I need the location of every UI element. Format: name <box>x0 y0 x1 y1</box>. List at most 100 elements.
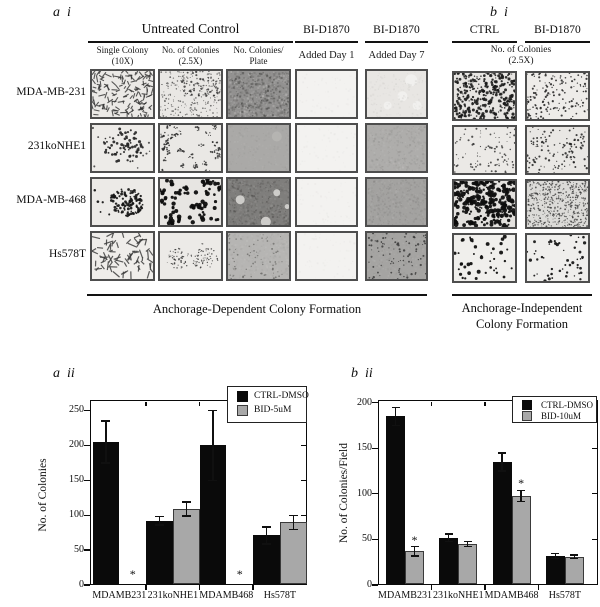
x-boundary-tick-bottom <box>484 585 486 590</box>
bar <box>458 543 478 584</box>
x-boundary-tick-bottom <box>431 585 433 590</box>
micrograph-image <box>297 125 356 171</box>
error-bar <box>448 533 450 542</box>
significance-asterisk: * <box>236 567 243 581</box>
error-bar <box>292 515 294 530</box>
row-label: MDA-MB-231 <box>16 86 86 98</box>
error-bar <box>158 516 161 525</box>
micrograph-image <box>160 125 221 171</box>
error-bar-cap <box>444 540 453 542</box>
micrograph <box>295 123 358 173</box>
error-bar-cap <box>261 543 271 545</box>
y-tick-label: 150 <box>357 442 372 454</box>
bid1870-b-header: BI-D1870 <box>534 24 581 36</box>
micrograph-image <box>160 233 221 279</box>
micrograph-image <box>527 181 588 227</box>
error-bar-cap <box>410 555 419 557</box>
micrograph-image <box>228 71 289 117</box>
error-bar-cap <box>498 452 507 454</box>
micrograph-image <box>367 125 426 171</box>
micrograph-image <box>297 233 356 279</box>
y-tick-mark <box>372 402 378 404</box>
micrograph <box>226 69 291 119</box>
micrograph-image <box>527 235 588 281</box>
y-tick-label: 100 <box>69 509 84 521</box>
caption-anchorage-independent-line1: Anchorage-Independent <box>461 301 583 315</box>
legend-label: BID-5uM <box>254 405 292 415</box>
error-bar-cap <box>391 406 400 408</box>
micrograph <box>226 177 291 227</box>
ctrl-header: CTRL <box>469 24 500 36</box>
significance-asterisk: * <box>518 476 525 491</box>
y-tick-mark-right <box>300 444 306 446</box>
bar <box>439 537 459 584</box>
micrograph <box>365 231 428 281</box>
x-boundary-tick-top <box>145 401 147 406</box>
header-rule-bid-b <box>525 41 590 44</box>
y-tick-label: 150 <box>69 474 84 486</box>
y-tick-label: 200 <box>69 439 84 451</box>
micrograph <box>365 177 428 227</box>
micrograph <box>452 125 517 175</box>
y-tick-mark-right <box>591 493 597 495</box>
y-tick-mark <box>84 444 90 446</box>
micrograph-image <box>160 71 221 117</box>
panel-a-ii-label: a ii <box>53 366 75 381</box>
header-rule-bid-day7 <box>365 41 428 44</box>
micrograph-image <box>367 71 426 117</box>
micrograph <box>452 233 517 283</box>
sub-header: No. Colonies/Plate <box>233 45 284 66</box>
micrograph-image <box>454 73 515 119</box>
sub-header: Single Colony (10X) <box>96 45 149 66</box>
bar <box>564 556 584 584</box>
micrograph <box>525 179 590 229</box>
error-bar-cap <box>288 514 298 516</box>
header-rule-bid-day1 <box>295 41 358 44</box>
micrograph-image <box>297 179 356 225</box>
caption-anchorage-dependent: Anchorage-Dependent Colony Formation <box>152 302 362 316</box>
micrograph <box>226 231 291 281</box>
row-label: 231koNHE1 <box>27 140 86 152</box>
error-bar-cap <box>463 546 472 548</box>
bar <box>545 555 565 584</box>
x-category-label: 231koNHE1 <box>147 589 199 601</box>
bar <box>279 522 307 584</box>
plot-area-a <box>90 400 307 585</box>
micrograph-image <box>527 127 588 173</box>
error-bar-cap <box>570 554 579 556</box>
micrograph-image <box>367 179 426 225</box>
error-bar-cap <box>570 557 579 560</box>
legend-swatch <box>237 405 248 416</box>
bar <box>172 508 200 584</box>
y-tick-label: 100 <box>357 487 372 499</box>
y-tick-mark <box>84 514 90 516</box>
y-tick-label: 0 <box>367 579 372 590</box>
micrograph-image <box>228 233 289 279</box>
x-boundary-tick-top <box>198 401 201 406</box>
micrograph <box>158 123 223 173</box>
micrograph-image <box>92 71 153 117</box>
x-boundary-tick-top <box>484 401 486 406</box>
y-tick-mark <box>372 447 378 449</box>
micrograph <box>295 231 358 281</box>
x-category-label: MDAMB468 <box>484 589 539 601</box>
micrograph <box>226 123 291 173</box>
panel-b-ii-label: b ii <box>351 366 373 381</box>
y-tick-label: 50 <box>74 544 84 556</box>
micrograph <box>90 69 155 119</box>
y-tick-mark-right <box>591 538 597 541</box>
y-tick-mark <box>372 584 378 586</box>
x-category-label: Hs578T <box>263 589 296 601</box>
error-bar-cap <box>154 515 164 518</box>
x-boundary-tick-bottom <box>537 585 539 590</box>
error-bar <box>185 501 187 516</box>
error-bar-cap <box>181 501 191 503</box>
error-bar <box>413 546 416 556</box>
y-tick-mark <box>372 493 378 495</box>
error-bar-cap <box>517 489 526 491</box>
panel-b-i-label: b i <box>490 5 508 20</box>
y-tick-mark-right <box>300 479 306 481</box>
bar <box>92 441 120 584</box>
y-tick-mark <box>84 584 90 586</box>
bid1870-day7-header: BI-D1870 <box>373 24 420 36</box>
